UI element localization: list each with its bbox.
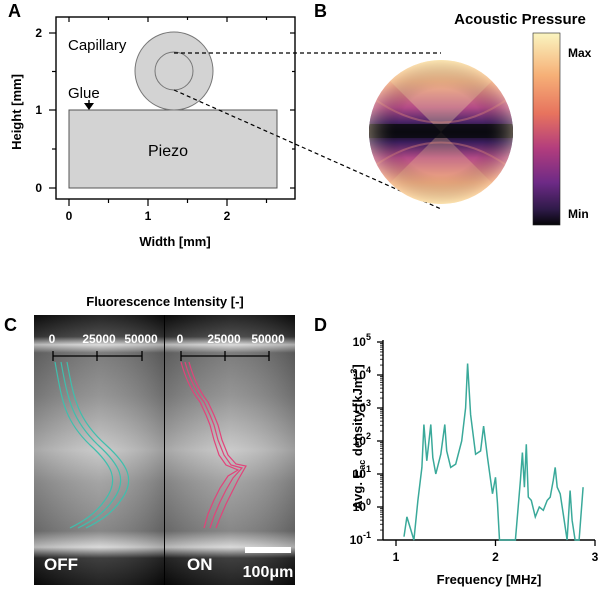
c-off-traces <box>54 361 130 529</box>
scalebar-label: 100μm <box>243 564 294 581</box>
on-label: ON <box>187 555 213 574</box>
d-ytick-label: 10-1 <box>350 530 371 547</box>
chart-d-plot-area <box>383 340 595 538</box>
fluorescence-image-on <box>165 315 295 585</box>
panel-a-yticks <box>49 32 295 189</box>
c-on-traces <box>180 361 247 529</box>
glue-arrow-icon <box>84 103 94 110</box>
pressure-field <box>369 60 513 204</box>
piezo-block <box>68 109 278 189</box>
c-left-tick-0: 0 <box>49 332 56 346</box>
panel-label-d: D <box>314 315 327 335</box>
d-xtick-label: 3 <box>592 550 599 564</box>
capillary-inner <box>154 51 194 91</box>
colorbar-gradient <box>532 32 561 226</box>
a-ytick-2: 2 <box>35 26 42 40</box>
c-left-tick-2: 50000 <box>124 332 158 346</box>
panel-label-b: B <box>314 1 327 21</box>
c-left-tick-1: 25000 <box>82 332 116 346</box>
glue-label: Glue <box>68 85 100 102</box>
c-right-intensity-axis <box>180 351 270 361</box>
panel-label-a: A <box>8 1 21 21</box>
b-title: Acoustic Pressure <box>454 11 586 28</box>
piezo-label: Piezo <box>148 143 188 160</box>
a-ytick-1: 1 <box>35 103 42 117</box>
d-xtick-label: 2 <box>492 550 499 564</box>
d-ylabel: Avg. Eac density [kJm-3] <box>349 364 367 509</box>
capillary-label: Capillary <box>68 37 127 54</box>
d-ytick-label: 104 <box>353 365 371 382</box>
d-ytick-label: 102 <box>353 431 371 448</box>
scalebar <box>245 547 291 553</box>
a-xtick-0: 0 <box>66 209 73 223</box>
panel-label-c: C <box>4 315 17 335</box>
chart-d-series-line <box>403 363 584 541</box>
a-xtick-2: 2 <box>224 209 231 223</box>
a-ytick-0: 0 <box>35 181 42 195</box>
a-ylabel: Height [mm] <box>9 74 24 150</box>
d-ytick-label: 103 <box>353 398 371 415</box>
colorbar: Max Min <box>532 32 592 226</box>
colorbar-min-label: Min <box>568 207 589 221</box>
d-ytick-label: 100 <box>353 497 371 514</box>
c-right-tick-0: 0 <box>177 332 184 346</box>
colorbar-max-label: Max <box>568 46 592 60</box>
a-xlabel: Width [mm] <box>139 234 210 249</box>
panel-a-xticks <box>68 17 268 206</box>
d-ytick-label: 105 <box>353 332 371 349</box>
a-xtick-1: 1 <box>145 209 152 223</box>
c-left-intensity-axis <box>52 351 143 361</box>
d-ytick-label: 101 <box>353 464 371 481</box>
chart-d: 1 2 3 105 104 103 102 101 100 10-1 Frequency [MHz… <box>349 332 599 587</box>
d-xlabel: Frequency [MHz] <box>437 572 542 587</box>
c-right-tick-1: 25000 <box>207 332 241 346</box>
c-title: Fluorescence Intensity [-] <box>86 294 243 309</box>
c-right-tick-2: 50000 <box>251 332 285 346</box>
panel-a-plot: Capillary Glue Piezo 0 1 2 0 1 2 Width [… <box>9 16 442 249</box>
off-label: OFF <box>44 555 78 574</box>
d-xtick-label: 1 <box>393 550 400 564</box>
